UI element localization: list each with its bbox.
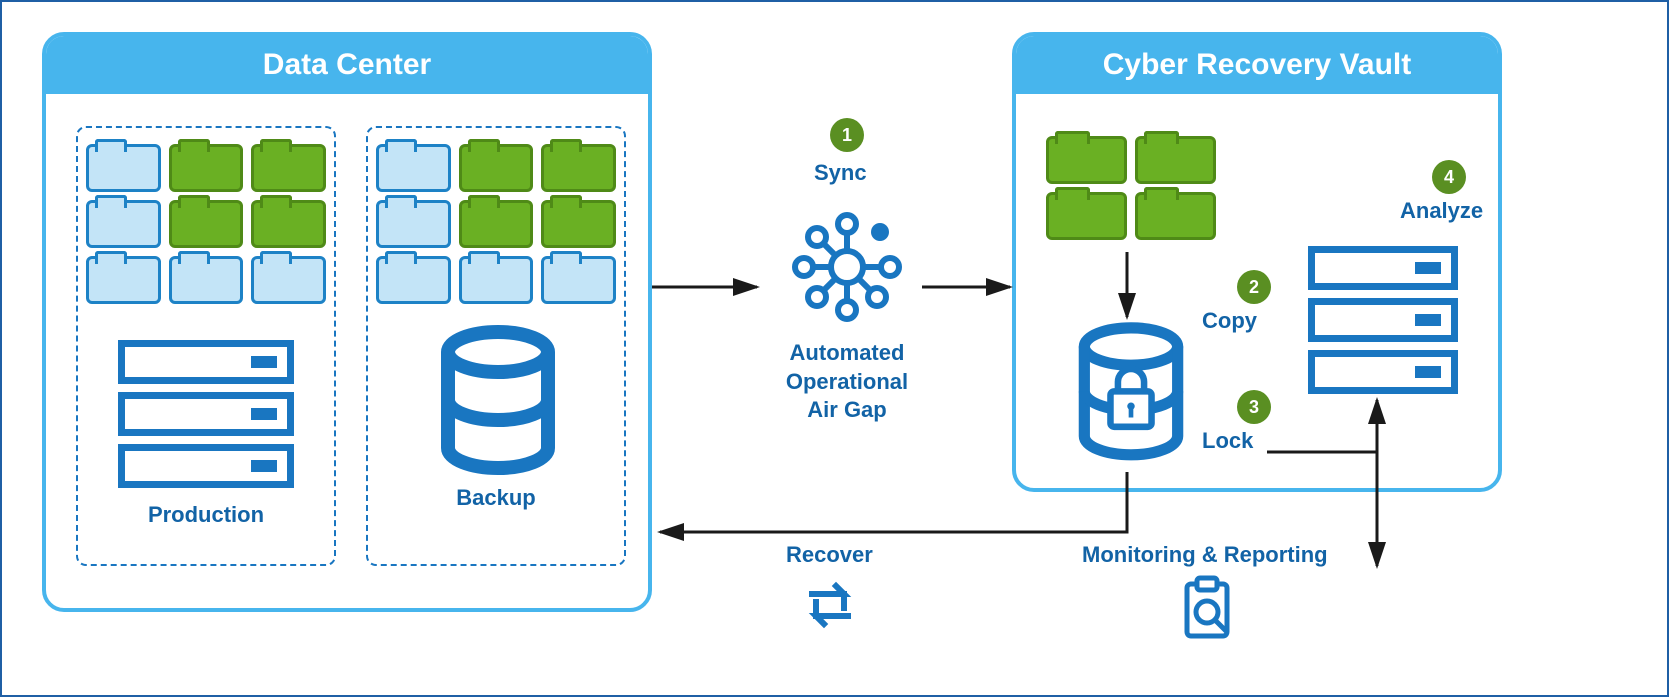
diagram-canvas: Data Center Production Backup <box>0 0 1669 697</box>
arrows-layer <box>2 2 1669 699</box>
